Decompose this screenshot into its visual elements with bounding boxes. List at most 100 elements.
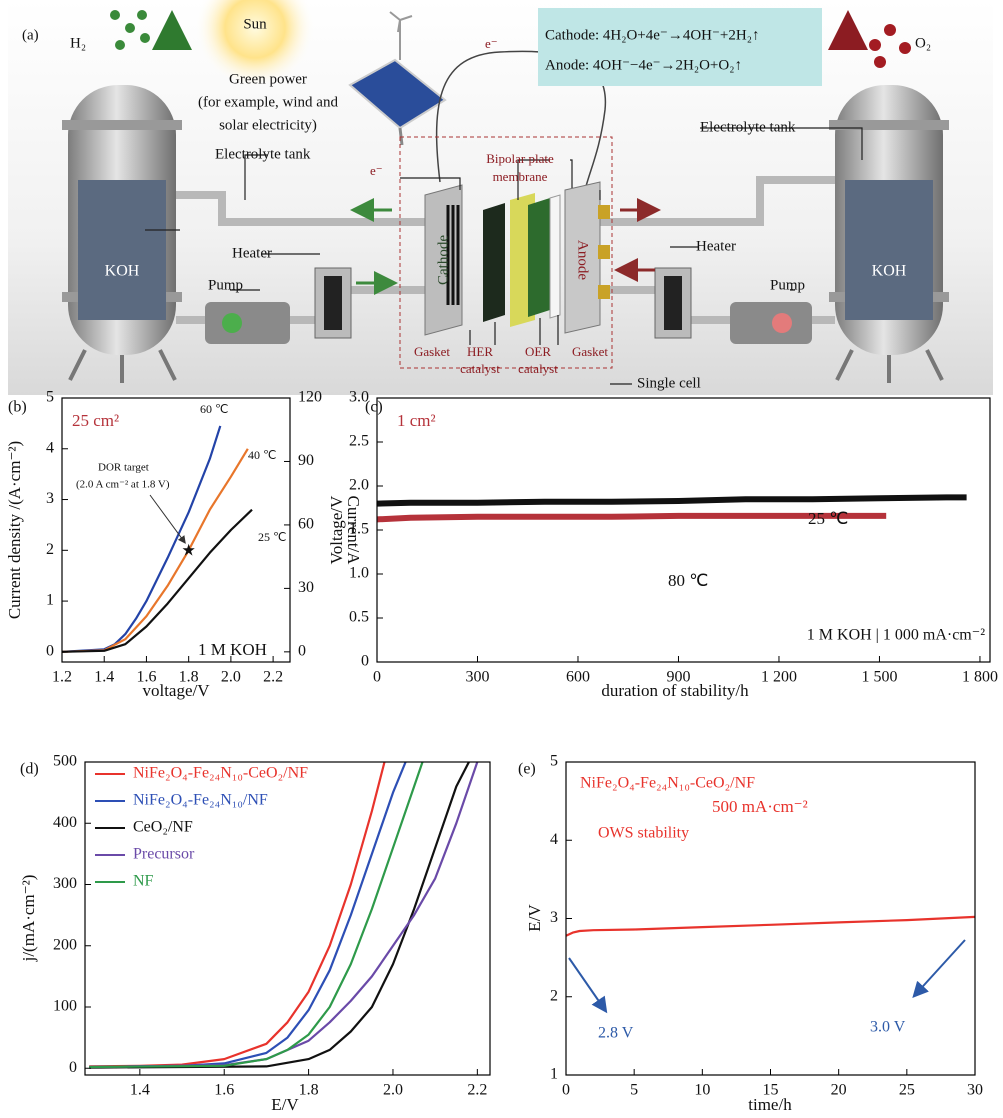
pumps: [205, 302, 812, 344]
x-tick-label: 30: [967, 1082, 983, 1099]
series-line: [89, 761, 424, 1069]
annotation-arrow: [568, 957, 608, 1014]
pump-label: Pump: [208, 277, 243, 293]
annotation: 25 cm²: [72, 411, 119, 430]
y-tick-label: 4: [46, 439, 54, 456]
target-star: [182, 543, 195, 556]
x-tick-label: 20: [831, 1082, 847, 1099]
x-tick-label: 5: [630, 1082, 638, 1099]
annotation: 1 M KOH | 1 000 mA·cm⁻²: [807, 627, 985, 644]
y-tick-label: 0.5: [349, 609, 369, 626]
y-tick-label: 1: [550, 1066, 558, 1083]
x-tick-label: 0: [562, 1082, 570, 1099]
panel-label: (c): [365, 399, 383, 416]
x-tick-label: 10: [694, 1082, 710, 1099]
oer-label: OER: [525, 344, 551, 359]
y-axis-label: Current density /(A·cm⁻²): [5, 441, 24, 619]
legend-label: NiFe₂O₄-Fe₂₄N₁₀-CeO₂/NF: [580, 775, 755, 792]
y-tick-label: 3: [46, 490, 54, 507]
equation-box: [538, 8, 822, 86]
y-tick-label: 1: [46, 592, 54, 609]
x-tick-label: 2.0: [383, 1082, 403, 1099]
x-tick-label: 1.2: [52, 669, 72, 686]
y-tick-label: 3.0: [349, 389, 369, 406]
annotation: 500 mA·cm⁻²: [712, 797, 808, 816]
x-tick-label: 1.6: [136, 669, 156, 686]
heaters: [314, 267, 692, 339]
y-tick-label: 4: [550, 831, 558, 848]
series-line: [61, 425, 222, 653]
series-label: 25 ℃: [258, 530, 286, 544]
series-line: [61, 448, 249, 653]
x-axis-label: E/V: [271, 1095, 299, 1114]
electron-label: e⁻: [370, 163, 383, 178]
y2-tick-label: 60: [298, 516, 314, 533]
x-tick-label: 2.2: [263, 669, 283, 686]
single-cell-label: Single cell: [637, 375, 701, 391]
y-axis-label: Voltage/V: [327, 495, 346, 564]
x-tick-label: 2.2: [467, 1082, 487, 1099]
y-tick-label: 0: [69, 1059, 77, 1076]
panel-label: (d): [20, 761, 39, 778]
y-tick-label: 500: [53, 753, 77, 770]
y-tick-label: 100: [53, 998, 77, 1015]
y2-tick-label: 30: [298, 579, 314, 596]
y-tick-label: 0: [46, 643, 54, 660]
panel-label: (b): [8, 399, 27, 416]
y-tick-label: 1.5: [349, 521, 369, 538]
cathode-label: Cathode: [435, 235, 451, 285]
sun-label: Sun: [243, 16, 267, 32]
x-tick-label: 1.8: [299, 1082, 319, 1099]
x-tick-label: 2.0: [221, 669, 241, 686]
annotation: OWS stability: [598, 825, 689, 842]
plot-frame: [61, 397, 291, 663]
y-tick-label: 5: [550, 753, 558, 770]
annotation: (2.0 A cm⁻² at 1.8 V): [76, 479, 170, 491]
series-line: [376, 512, 887, 523]
series-label: 80 ℃: [668, 571, 708, 590]
x-axis-label: time/h: [748, 1095, 792, 1114]
y-tick-label: 1.0: [349, 565, 369, 582]
series-label: 60 ℃: [200, 402, 228, 416]
h2-label: H₂: [70, 35, 86, 51]
heater-label: Heater: [232, 245, 272, 261]
gas-bubbles: [110, 10, 911, 68]
her-label: HER: [467, 344, 493, 359]
equation: Anode: 4OH⁻−4e⁻→2H₂O+O₂↑: [545, 57, 742, 73]
legend-label: Precursor: [133, 846, 195, 863]
her-label: catalyst: [460, 361, 500, 376]
plot-frame: [84, 761, 491, 1076]
tank-left: [62, 85, 182, 383]
solar-panel: [348, 11, 447, 146]
flow-arrows: [152, 10, 868, 295]
x-tick-label: 1.6: [214, 1082, 234, 1099]
green-power: (for example, wind and: [198, 94, 338, 110]
y-tick-label: 2.0: [349, 477, 369, 494]
series-line: [89, 761, 407, 1069]
panel-label: (e): [518, 761, 536, 778]
series-line: [565, 915, 976, 937]
heater-label: Heater: [696, 238, 736, 254]
x-axis-label: duration of stability/h: [601, 681, 749, 700]
gasket-label: Gasket: [572, 344, 608, 359]
series-line: [89, 761, 470, 1069]
x-tick-label: 1.8: [179, 669, 199, 686]
cell-outline: [399, 136, 613, 369]
plot-frame: [376, 397, 991, 663]
tank-label: Electrolyte tank: [700, 119, 796, 135]
legend-label: NiFe₂O₄-Fe₂₄N₁₀/NF: [133, 792, 268, 809]
cell-stack: [424, 181, 610, 336]
y-tick-label: 2: [46, 541, 54, 558]
electron-label: e⁻: [485, 36, 498, 51]
x-tick-label: 600: [566, 669, 590, 686]
y-tick-label: 200: [53, 936, 77, 953]
y2-tick-label: 90: [298, 452, 314, 469]
x-tick-label: 1.4: [94, 669, 114, 686]
annotation: 2.8 V: [598, 1025, 634, 1042]
anode-label: Anode: [575, 240, 591, 280]
y2-axis-label: Current/A: [344, 496, 363, 566]
charts: (b)1.2 1.4 1.6 1.8 2.0 2.20123450306090120vol…: [5, 389, 998, 1114]
panel-a: (a) H₂ O₂ Sun Green power (for example, …: [8, 0, 993, 395]
series-label: 40 ℃: [248, 448, 276, 462]
